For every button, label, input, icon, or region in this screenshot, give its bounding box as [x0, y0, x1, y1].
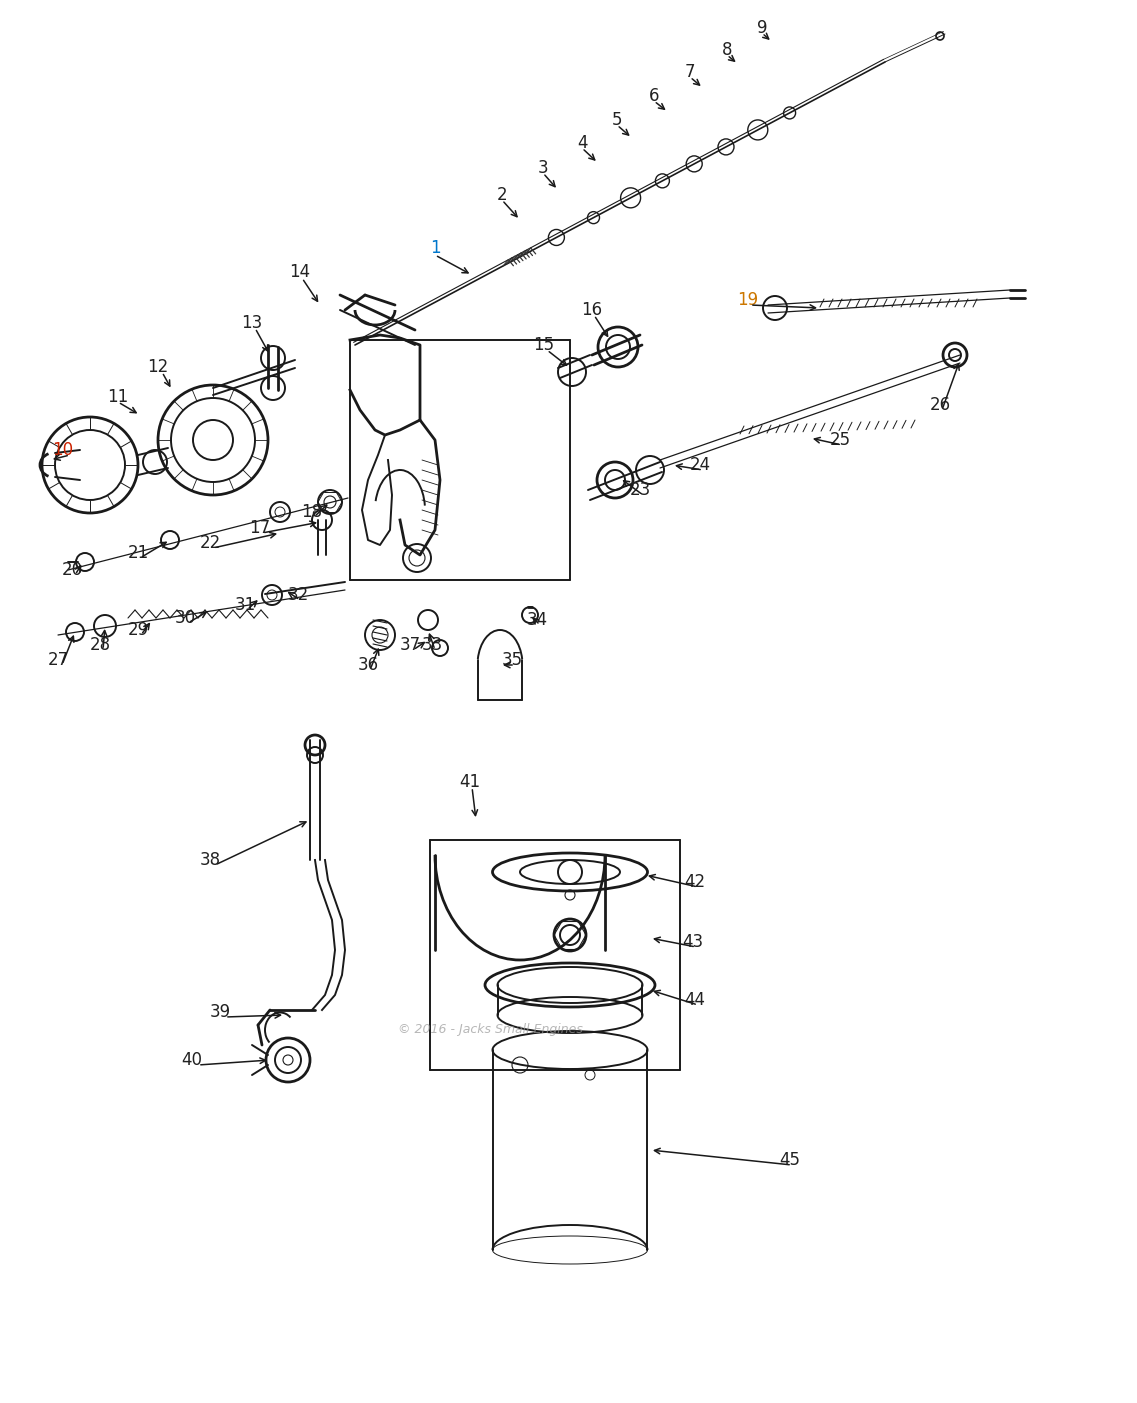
Text: 14: 14 — [290, 262, 310, 281]
Text: 29: 29 — [127, 622, 149, 638]
Text: 6: 6 — [649, 87, 659, 105]
Text: 30: 30 — [174, 609, 196, 627]
Text: 40: 40 — [182, 1051, 202, 1069]
Text: 1: 1 — [430, 239, 440, 257]
Text: 37: 37 — [399, 636, 421, 654]
Text: 3: 3 — [538, 159, 548, 177]
Text: 43: 43 — [682, 933, 704, 951]
Text: 12: 12 — [148, 358, 168, 376]
Text: 28: 28 — [90, 636, 110, 654]
Text: 4: 4 — [576, 135, 587, 152]
Text: 33: 33 — [422, 636, 442, 654]
Text: 17: 17 — [249, 519, 271, 537]
Text: 27: 27 — [48, 651, 68, 669]
Text: 39: 39 — [209, 1003, 231, 1021]
Text: 21: 21 — [127, 544, 149, 563]
Text: 45: 45 — [780, 1150, 800, 1169]
Text: 34: 34 — [526, 610, 548, 629]
Text: 5: 5 — [612, 111, 622, 129]
Text: 16: 16 — [581, 302, 603, 318]
Text: 19: 19 — [738, 290, 758, 309]
Text: 35: 35 — [501, 651, 523, 669]
Text: 11: 11 — [107, 389, 128, 405]
Text: 15: 15 — [533, 335, 555, 354]
Text: 2: 2 — [497, 187, 507, 203]
Text: 7: 7 — [684, 63, 695, 81]
Text: 36: 36 — [357, 657, 379, 673]
Text: 18: 18 — [301, 504, 323, 521]
Text: 26: 26 — [929, 396, 951, 414]
Text: 38: 38 — [199, 852, 221, 868]
Text: © 2016 - Jacks Small Engines: © 2016 - Jacks Small Engines — [398, 1024, 582, 1037]
Text: 22: 22 — [199, 535, 221, 551]
Text: 23: 23 — [630, 481, 650, 499]
Text: 13: 13 — [241, 314, 263, 333]
Text: 31: 31 — [234, 596, 256, 615]
Text: 41: 41 — [459, 773, 481, 791]
Text: 9: 9 — [757, 20, 767, 36]
Text: 25: 25 — [829, 431, 850, 449]
Text: 42: 42 — [684, 873, 706, 891]
Text: 24: 24 — [689, 456, 711, 474]
Text: 44: 44 — [684, 991, 705, 1009]
Text: 20: 20 — [61, 561, 83, 579]
Text: 32: 32 — [288, 586, 308, 605]
Text: 8: 8 — [722, 41, 732, 59]
Text: 10: 10 — [52, 441, 74, 459]
